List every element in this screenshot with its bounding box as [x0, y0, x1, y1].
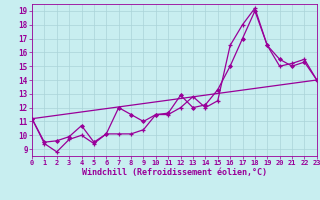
- X-axis label: Windchill (Refroidissement éolien,°C): Windchill (Refroidissement éolien,°C): [82, 168, 267, 177]
